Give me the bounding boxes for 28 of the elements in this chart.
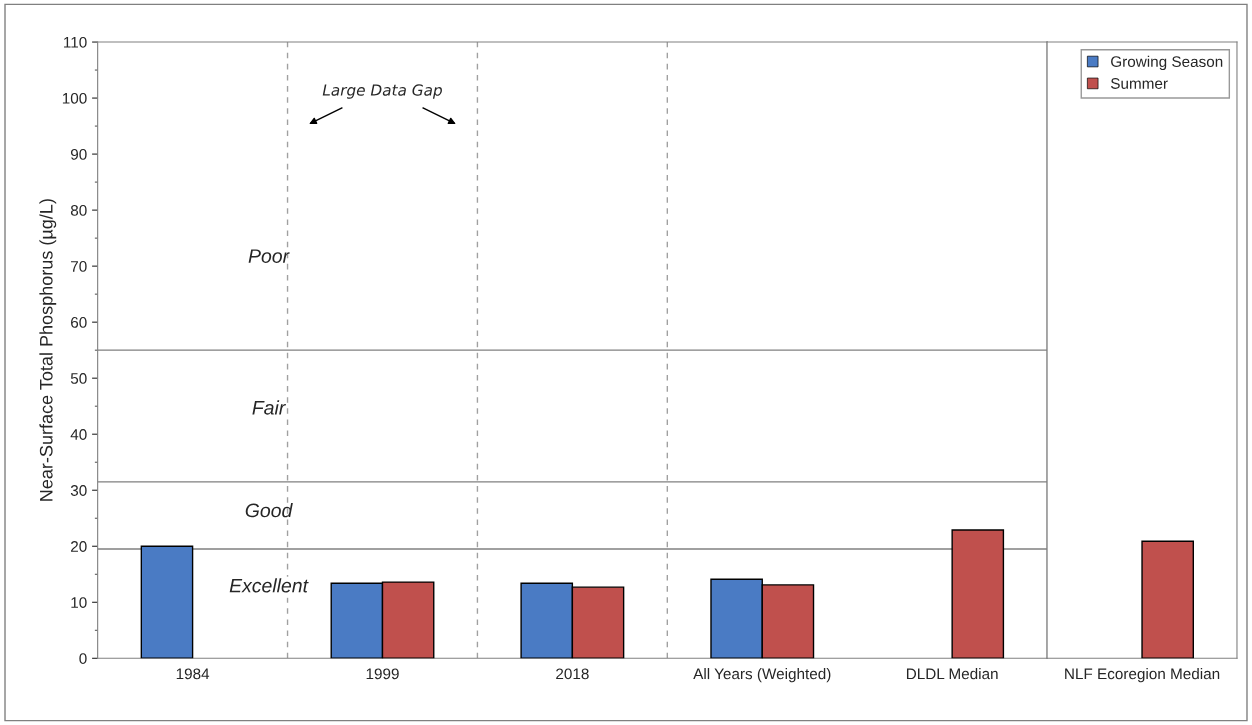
y-tick-label: 40 — [70, 429, 87, 440]
legend-label: Summer — [1110, 78, 1168, 89]
y-tick-label: 90 — [70, 148, 87, 160]
y-tick-label: 110 — [64, 36, 87, 48]
y-tick-label: 70 — [71, 261, 87, 272]
bar — [951, 529, 1005, 659]
annotation: Poor — [248, 249, 290, 263]
x-tick-label: NLF Ecoregion Median — [1065, 668, 1220, 683]
annotation: Large Data Gap — [322, 84, 442, 99]
y-axis-title: Near-Surface Total Phosphorus (µg/L) — [39, 199, 57, 501]
annotation: Excellent — [229, 578, 309, 593]
x-tick-label: 2018 — [556, 668, 589, 680]
y-tick-label: 50 — [70, 373, 87, 384]
y-tick-label: 20 — [71, 541, 87, 552]
y-tick-label: 10 — [71, 597, 87, 608]
annotation: Fair — [252, 400, 286, 415]
legend-label: Growing Season — [1111, 55, 1223, 71]
bar — [140, 545, 194, 659]
x-tick-label: 1984 — [176, 668, 210, 680]
y-tick-label: 80 — [70, 204, 87, 216]
y-tick-label: 0 — [79, 653, 87, 664]
annotation: Good — [245, 503, 293, 518]
x-tick-label: All Years (Weighted) — [693, 668, 831, 683]
y-tick-label: 30 — [70, 485, 87, 496]
x-tick-label: DLDL Median — [906, 668, 998, 680]
y-tick-label: 100 — [62, 92, 87, 104]
y-tick-label: 60 — [71, 317, 87, 328]
x-tick-label: 1999 — [366, 668, 399, 680]
